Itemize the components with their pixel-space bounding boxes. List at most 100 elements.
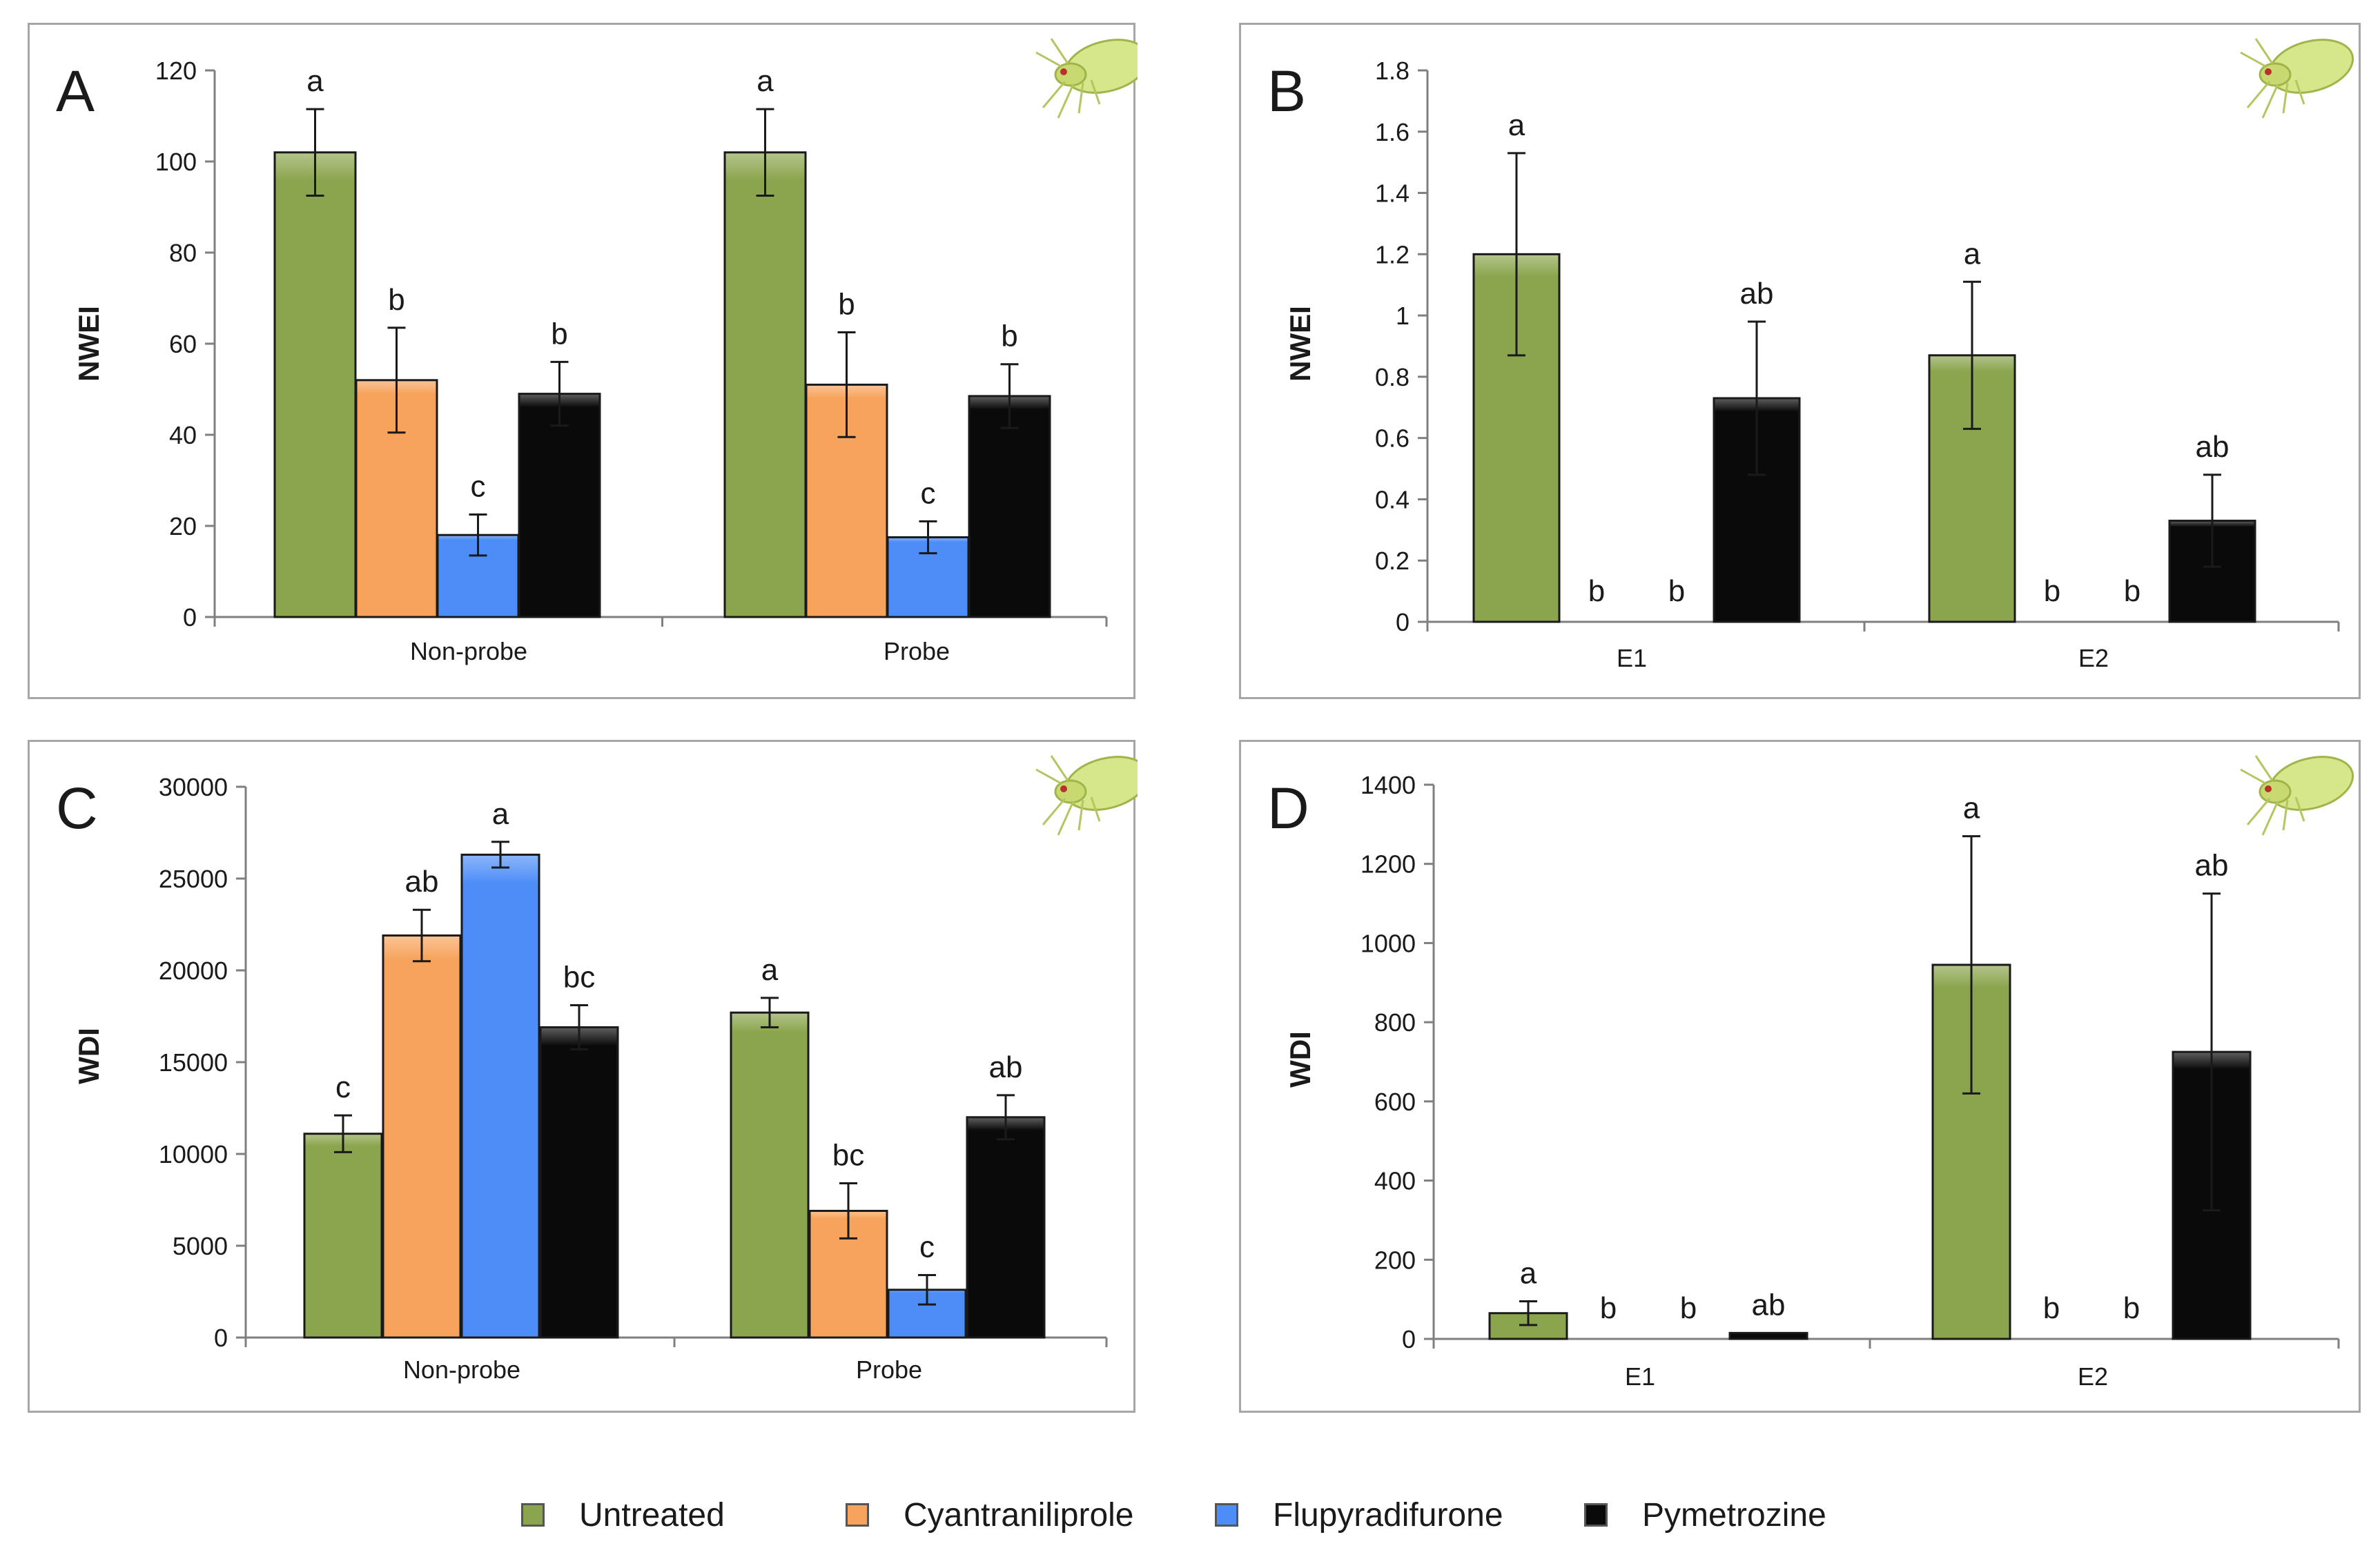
y-tick-label: 1200 <box>1360 850 1416 879</box>
significance-letter: a <box>1508 108 1525 142</box>
whitefly-leg <box>1035 768 1062 785</box>
whitefly-leg <box>1090 796 1101 822</box>
significance-letter: ab <box>405 865 439 899</box>
whitefly-eye <box>2265 785 2272 792</box>
whitefly-leg <box>2294 79 2305 105</box>
bar-pymetrozine-probe <box>968 395 1051 618</box>
whitefly-leg <box>1050 38 1069 64</box>
y-tick-label: 600 <box>1374 1088 1416 1116</box>
y-tick-label: 1 <box>1396 302 1410 330</box>
y-tick-label: 20 <box>169 512 197 540</box>
bar-flupyradifurone-non-probe <box>436 533 520 618</box>
chart-legend: Untreated Cyantraniliprole Flupyradifuro… <box>0 1487 2380 1543</box>
y-tick-label: 15000 <box>159 1048 228 1077</box>
x-tick-label: E2 <box>2078 644 2109 672</box>
legend-label: Flupyradifurone <box>1273 1496 1503 1534</box>
legend-item-flupyradifurone: Flupyradifurone <box>1215 1487 1503 1543</box>
bar-untreated-e2 <box>1928 354 2016 623</box>
significance-letter: b <box>1001 320 1017 353</box>
x-tick-label: Probe <box>884 637 950 665</box>
whitefly-leg <box>2294 796 2305 822</box>
whitefly-leg <box>2254 755 2274 781</box>
whitefly-leg <box>1090 79 1101 105</box>
significance-letter: b <box>2124 574 2140 608</box>
whitefly-leg <box>1035 51 1062 68</box>
legend-swatch-untreated <box>521 1503 545 1527</box>
y-tick-label: 10000 <box>159 1140 228 1168</box>
legend-swatch-pymetrozine <box>1584 1503 1608 1527</box>
significance-letter: ab <box>1752 1288 1786 1322</box>
significance-letter: b <box>1680 1291 1697 1325</box>
y-tick-label: 0.6 <box>1375 424 1410 453</box>
legend-swatch-cyantraniliprole <box>846 1503 869 1527</box>
whitefly-icon <box>1035 38 1138 119</box>
significance-letter: a <box>1964 237 1981 271</box>
whitefly-leg <box>2261 801 2279 836</box>
significance-letter: b <box>388 283 404 317</box>
bar-pymetrozine-non-probe <box>539 1026 619 1339</box>
significance-letter: a <box>757 64 774 98</box>
panel-label: A <box>56 59 95 124</box>
y-tick-label: 0 <box>183 603 197 631</box>
y-tick-label: 25000 <box>159 865 228 893</box>
whitefly-leg <box>2254 38 2274 64</box>
chart-panel-c: C WDI 0 5000 10000 15000 20000 25000 30000 Non-pr… <box>28 740 1138 1413</box>
y-tick-label: 0.2 <box>1375 547 1410 575</box>
whitefly-leg <box>1057 84 1075 119</box>
legend-label: Untreated <box>579 1496 725 1534</box>
y-tick-label: 1.8 <box>1375 57 1410 85</box>
x-tick-label: Non-probe <box>410 637 527 665</box>
significance-letter: b <box>838 288 855 322</box>
x-tick-label: E2 <box>2078 1362 2108 1391</box>
whitefly-leg <box>2246 798 2271 825</box>
significance-letter: b <box>2044 574 2060 608</box>
significance-letter: b <box>551 317 567 351</box>
y-tick-label: 120 <box>155 57 197 85</box>
y-tick-label: 100 <box>155 148 197 176</box>
y-tick-label: 1.2 <box>1375 240 1410 268</box>
significance-letter: bc <box>563 961 595 995</box>
significance-letter: ab <box>2196 430 2230 464</box>
legend-swatch-flupyradifurone <box>1215 1503 1238 1527</box>
panel-label: D <box>1267 776 1309 841</box>
bar-untreated-probe <box>730 1011 810 1339</box>
y-tick-label: 80 <box>169 239 197 267</box>
y-tick-label: 400 <box>1374 1167 1416 1195</box>
significance-letter: c <box>471 470 486 504</box>
whitefly-icon <box>2240 38 2354 119</box>
whitefly-leg <box>1077 799 1084 831</box>
y-tick-label: 5000 <box>173 1232 228 1260</box>
bar-pymetrozine-e1 <box>1713 397 1801 623</box>
legend-label: Cyantraniliprole <box>904 1496 1134 1534</box>
bar-flupyradifurone-non-probe <box>460 853 540 1339</box>
y-tick-label: 0 <box>214 1324 228 1352</box>
y-tick-label: 1400 <box>1360 771 1416 799</box>
y-tick-label: 0.8 <box>1375 363 1410 391</box>
significance-letter: b <box>2123 1291 2140 1325</box>
panel-label: C <box>56 776 98 841</box>
whitefly-leg <box>1042 798 1066 825</box>
bar-cyantraniliprole-non-probe <box>382 934 462 1339</box>
bar-pymetrozine-non-probe <box>518 393 601 618</box>
y-axis-label: NWEI <box>72 306 105 382</box>
bar-chart-nwei-probing: A NWEI 0 20 40 60 80 100 120 Non-probe Probe a a b b c c… <box>56 38 1138 665</box>
significance-letter: bc <box>832 1139 864 1173</box>
x-tick-label: Probe <box>856 1355 922 1384</box>
significance-letter: b <box>1668 574 1685 608</box>
whitefly-eye <box>1060 68 1067 75</box>
whitefly-leg <box>1042 81 1066 108</box>
chart-panel-b: B NWEI 0 0.2 0.4 0.6 0.8 1 1.2 1.4 1.6 1.8 E1 E2 a a b b b… <box>1239 23 2361 699</box>
significance-letter: b <box>2043 1291 2060 1325</box>
whitefly-leg <box>2261 84 2279 119</box>
y-tick-label: 1.4 <box>1375 179 1410 208</box>
legend-item-pymetrozine: Pymetrozine <box>1584 1487 1826 1543</box>
whitefly-leg <box>1057 801 1075 836</box>
whitefly-eye <box>2265 68 2272 75</box>
significance-letter: c <box>335 1070 351 1104</box>
x-tick-label: E1 <box>1617 644 1647 672</box>
significance-letter: b <box>1588 574 1605 608</box>
significance-letter: a <box>492 797 509 831</box>
significance-letter: a <box>761 953 779 987</box>
y-tick-label: 0 <box>1402 1325 1416 1353</box>
